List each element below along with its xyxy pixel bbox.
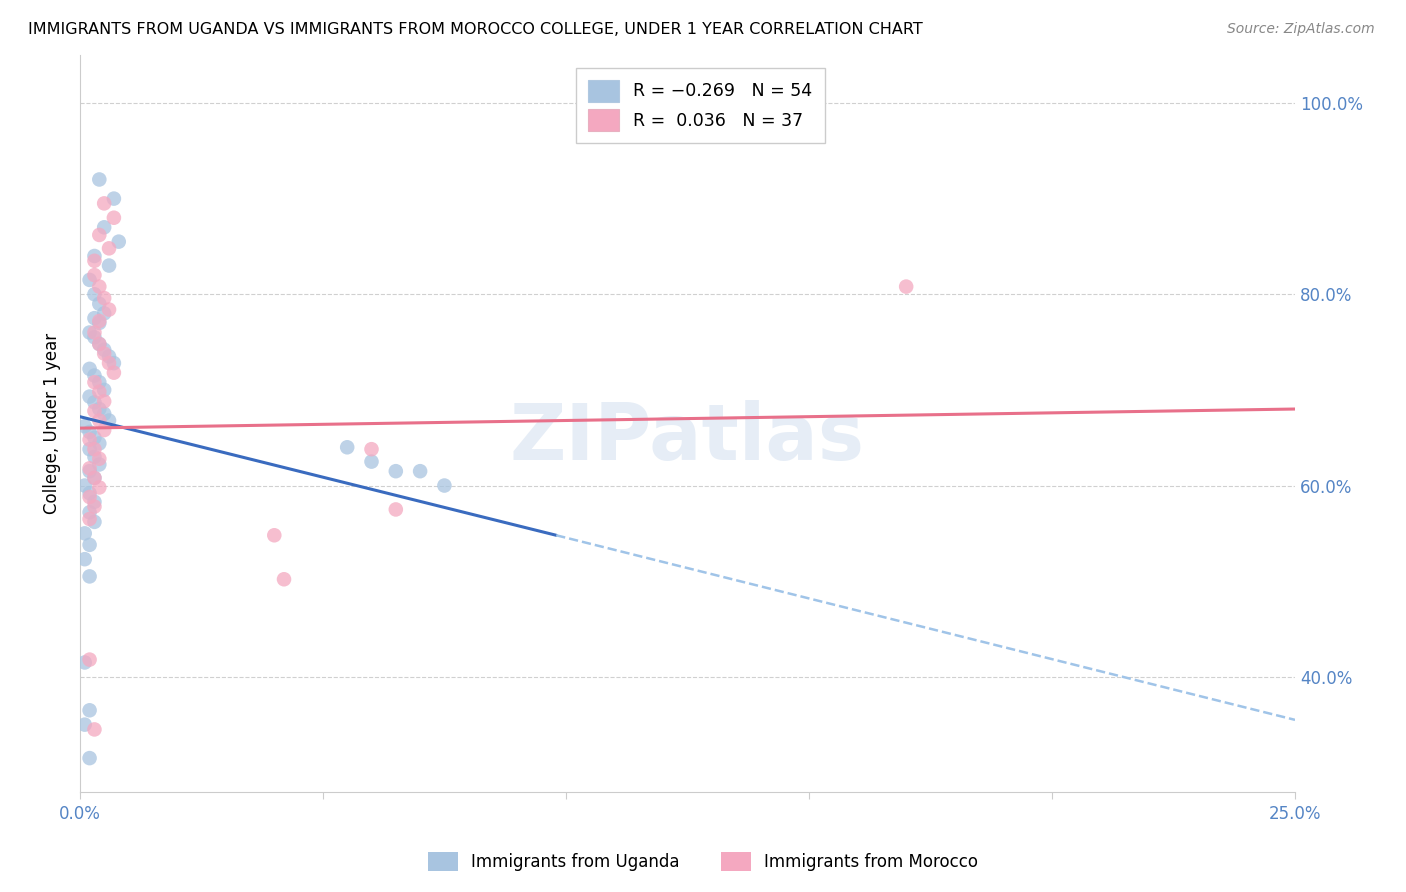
- Point: [83, 500, 105, 514]
- Point: [93, 423, 115, 437]
- Point: [79, 569, 101, 583]
- Point: [83, 723, 105, 737]
- Point: [79, 512, 101, 526]
- Point: [89, 316, 111, 330]
- Point: [93, 407, 115, 421]
- Point: [83, 471, 105, 485]
- Point: [79, 390, 101, 404]
- Point: [98, 302, 121, 317]
- Point: [79, 490, 101, 504]
- Point: [79, 751, 101, 765]
- Point: [89, 172, 111, 186]
- Point: [73, 526, 96, 541]
- Legend: R = −0.269   N = 54, R =  0.036   N = 37: R = −0.269 N = 54, R = 0.036 N = 37: [576, 68, 824, 144]
- Point: [385, 502, 408, 516]
- Point: [83, 471, 105, 485]
- Point: [73, 656, 96, 670]
- Point: [89, 384, 111, 399]
- Point: [360, 455, 382, 469]
- Point: [73, 717, 96, 731]
- Point: [93, 343, 115, 357]
- Point: [336, 440, 359, 454]
- Text: ZIPatlas: ZIPatlas: [510, 401, 865, 476]
- Point: [93, 383, 115, 397]
- Point: [89, 451, 111, 466]
- Point: [73, 552, 96, 566]
- Point: [89, 458, 111, 472]
- Point: [93, 196, 115, 211]
- Point: [273, 572, 295, 586]
- Point: [89, 337, 111, 351]
- Point: [83, 404, 105, 418]
- Point: [79, 464, 101, 478]
- Point: [83, 368, 105, 383]
- Point: [83, 495, 105, 509]
- Point: [73, 478, 96, 492]
- Point: [79, 703, 101, 717]
- Point: [409, 464, 432, 478]
- Point: [83, 326, 105, 340]
- Point: [79, 273, 101, 287]
- Text: Source: ZipAtlas.com: Source: ZipAtlas.com: [1227, 22, 1375, 37]
- Point: [360, 442, 382, 457]
- Point: [89, 297, 111, 311]
- Point: [103, 356, 125, 370]
- Point: [93, 394, 115, 409]
- Point: [103, 211, 125, 225]
- Point: [89, 402, 111, 417]
- Point: [79, 362, 101, 376]
- Point: [83, 515, 105, 529]
- Point: [433, 478, 456, 492]
- Point: [89, 480, 111, 494]
- Point: [79, 442, 101, 457]
- Point: [93, 220, 115, 235]
- Point: [83, 253, 105, 268]
- Point: [83, 311, 105, 326]
- Point: [89, 376, 111, 390]
- Y-axis label: College, Under 1 year: College, Under 1 year: [44, 333, 60, 514]
- Point: [83, 376, 105, 390]
- Point: [83, 431, 105, 445]
- Point: [79, 652, 101, 666]
- Point: [89, 436, 111, 450]
- Legend: Immigrants from Uganda, Immigrants from Morocco: Immigrants from Uganda, Immigrants from …: [419, 843, 987, 880]
- Point: [98, 259, 121, 273]
- Point: [83, 450, 105, 464]
- Point: [79, 433, 101, 447]
- Point: [79, 425, 101, 439]
- Point: [103, 366, 125, 380]
- Point: [79, 538, 101, 552]
- Point: [896, 279, 918, 293]
- Point: [98, 356, 121, 370]
- Point: [83, 249, 105, 263]
- Point: [98, 241, 121, 255]
- Point: [98, 413, 121, 427]
- Point: [89, 413, 111, 427]
- Point: [89, 279, 111, 293]
- Point: [83, 395, 105, 409]
- Point: [263, 528, 285, 542]
- Point: [98, 350, 121, 364]
- Point: [107, 235, 129, 249]
- Point: [93, 346, 115, 360]
- Text: IMMIGRANTS FROM UGANDA VS IMMIGRANTS FROM MOROCCO COLLEGE, UNDER 1 YEAR CORRELAT: IMMIGRANTS FROM UGANDA VS IMMIGRANTS FRO…: [28, 22, 922, 37]
- Point: [93, 291, 115, 305]
- Point: [83, 287, 105, 301]
- Point: [79, 486, 101, 500]
- Point: [79, 326, 101, 340]
- Point: [89, 314, 111, 328]
- Point: [83, 442, 105, 457]
- Point: [73, 419, 96, 434]
- Point: [83, 268, 105, 282]
- Point: [79, 505, 101, 519]
- Point: [93, 306, 115, 320]
- Point: [385, 464, 408, 478]
- Point: [79, 461, 101, 475]
- Point: [89, 227, 111, 242]
- Point: [103, 192, 125, 206]
- Point: [83, 330, 105, 344]
- Point: [89, 337, 111, 351]
